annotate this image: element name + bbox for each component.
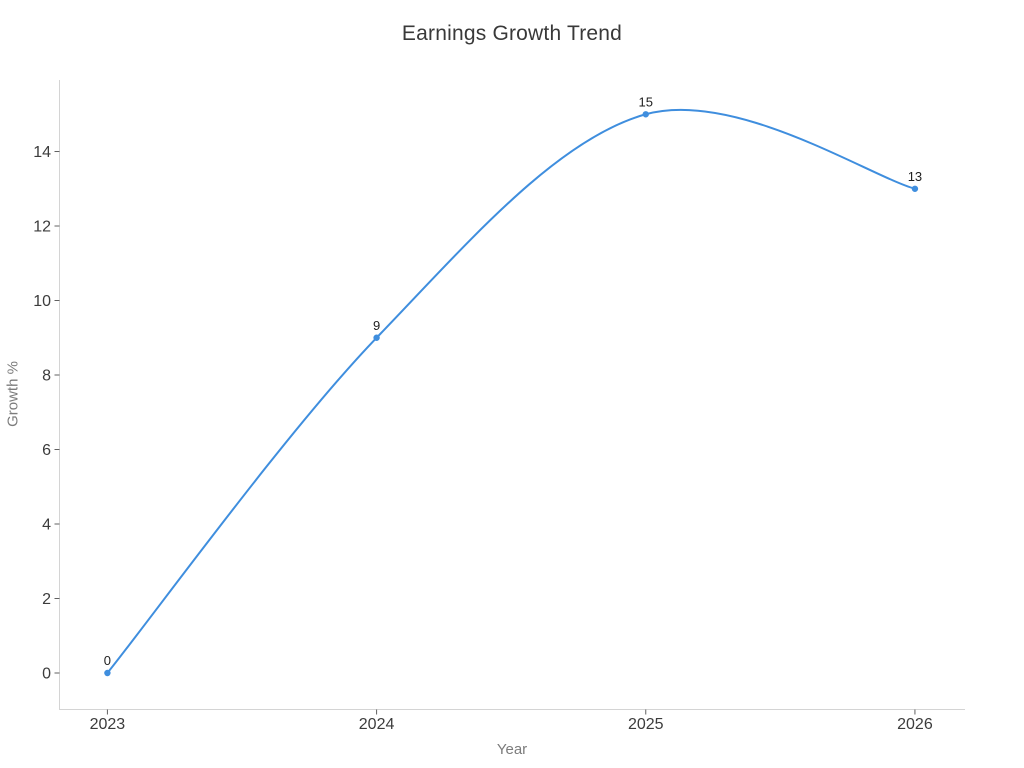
data-point-marker: [104, 669, 111, 677]
x-tick-label: 2026: [897, 716, 933, 733]
y-tick-label: 8: [42, 368, 51, 385]
data-point-label: 0: [104, 653, 111, 668]
x-tick-label: 2024: [359, 716, 395, 733]
y-tick-label: 6: [42, 442, 51, 459]
y-tick-label: 14: [33, 144, 51, 161]
y-tick-label: 12: [33, 219, 51, 236]
trend-line: [106, 108, 916, 674]
y-tick-label: 2: [42, 591, 51, 608]
data-point-label: 9: [373, 318, 380, 333]
y-tick-label: 0: [42, 665, 51, 682]
data-point-marker: [373, 334, 380, 341]
data-point-label: 15: [639, 94, 653, 109]
x-tick-label: 2025: [628, 716, 664, 733]
y-tick-label: 4: [42, 517, 51, 534]
data-point-label: 13: [908, 169, 922, 184]
y-axis-title: Growth %: [4, 361, 22, 427]
data-point-marker: [911, 185, 919, 192]
chart-title: Earnings Growth Trend: [401, 22, 623, 45]
x-tick-label: 2023: [90, 716, 126, 733]
x-axis-title: Year: [496, 741, 528, 758]
y-tick-label: 10: [33, 293, 51, 310]
data-point-marker: [642, 111, 649, 118]
